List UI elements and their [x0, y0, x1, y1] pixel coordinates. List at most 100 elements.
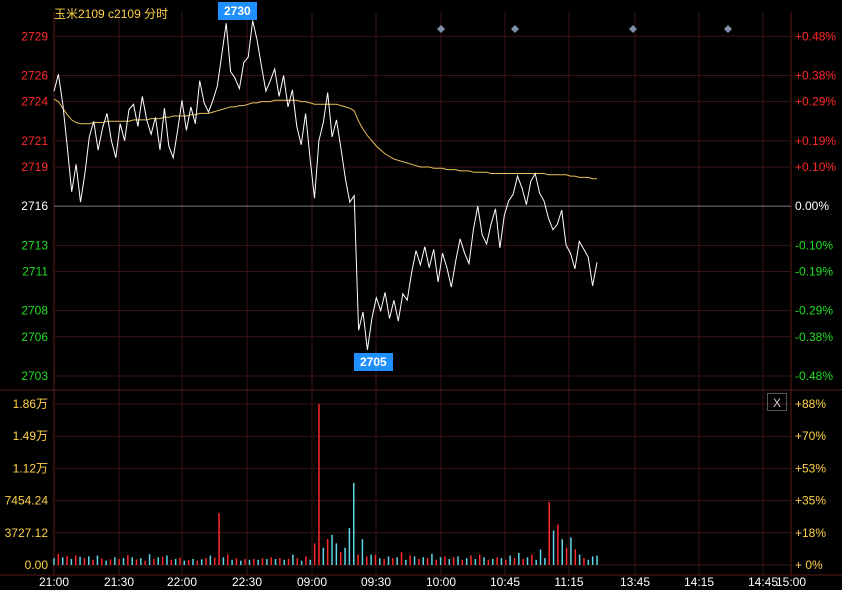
volume-bar: [105, 560, 107, 565]
price-line: [53, 20, 598, 350]
volume-bar: [109, 559, 112, 565]
volume-bar: [578, 554, 581, 565]
percent-tick-label: +0.38%: [795, 69, 836, 83]
volume-tick-label: 1.86万: [13, 397, 48, 411]
percent-tick-label: 0.00%: [795, 199, 829, 213]
volume-bar: [227, 554, 229, 565]
volume-percent-tick-label: +53%: [795, 461, 826, 475]
volume-bar: [213, 557, 216, 565]
volume-bar: [452, 557, 455, 565]
volume-bar: [248, 559, 251, 565]
volume-bar: [457, 556, 459, 565]
volume-bar: [596, 555, 598, 565]
volume-bar: [413, 556, 416, 565]
high-price-badge: 2730: [218, 2, 257, 20]
percent-tick-label: -0.48%: [795, 369, 833, 383]
time-tick-label: 21:30: [104, 575, 134, 589]
volume-tick-label: 3727.12: [5, 526, 49, 540]
volume-bar: [140, 558, 142, 565]
volume-bar: [591, 556, 594, 565]
time-tick-label: 21:00: [39, 575, 69, 589]
volume-bar: [157, 557, 160, 565]
volume-tick-label: 1.49万: [13, 429, 48, 443]
close-volume-panel-button[interactable]: X: [767, 393, 787, 411]
volume-bar: [274, 558, 277, 565]
volume-bar: [326, 539, 329, 565]
time-tick-label: 09:00: [297, 575, 327, 589]
volume-bar: [279, 558, 281, 565]
volume-bar: [383, 558, 385, 565]
volume-bar: [231, 559, 233, 565]
volume-bar: [96, 555, 99, 565]
percent-tick-label: +0.29%: [795, 95, 836, 109]
volume-bar: [209, 555, 212, 565]
volume-bar: [57, 553, 60, 565]
volume-bar: [92, 559, 94, 565]
volume-bar: [118, 558, 120, 565]
volume-bar: [300, 560, 303, 565]
volume-bar: [283, 559, 285, 565]
volume-bar: [522, 558, 524, 565]
volume-bar: [465, 558, 468, 565]
volume-bar: [587, 559, 590, 565]
time-tick-label: 14:15: [684, 575, 714, 589]
volume-bar: [161, 556, 164, 565]
volume-bar: [548, 501, 550, 565]
volume-bar: [131, 557, 133, 565]
volume-percent-tick-label: + 0%: [795, 558, 823, 572]
percent-tick-label: +0.19%: [795, 134, 836, 148]
volume-bar: [53, 558, 55, 565]
time-tick-label: 11:15: [554, 575, 583, 589]
volume-bar: [235, 558, 238, 565]
volume-bar: [526, 557, 529, 565]
volume-bar: [318, 404, 320, 565]
volume-bar: [61, 557, 64, 565]
volume-percent-tick-label: +88%: [795, 397, 826, 411]
volume-bar: [166, 555, 168, 565]
volume-bar: [478, 554, 481, 565]
volume-bar: [539, 549, 542, 565]
percent-tick-label: -0.38%: [795, 330, 833, 344]
percent-tick-label: +0.48%: [795, 29, 836, 43]
time-tick-label: 22:30: [232, 575, 262, 589]
volume-bar: [487, 559, 490, 565]
volume-bar: [357, 554, 359, 565]
volume-bar: [244, 558, 246, 565]
volume-bar: [505, 559, 507, 565]
volume-bar: [461, 559, 464, 565]
volume-bar: [70, 558, 73, 565]
session-marker-icon: [724, 25, 732, 33]
volume-bar: [366, 556, 368, 565]
volume-bar: [309, 559, 312, 565]
volume-bar: [196, 560, 199, 565]
time-tick-label: 13:45: [620, 575, 650, 589]
volume-bar: [544, 558, 546, 565]
volume-bar: [348, 527, 351, 565]
price-tick-label: 2729: [21, 29, 48, 43]
time-tick-label: 10:00: [426, 575, 456, 589]
time-tick-label: 14:45: [748, 575, 778, 589]
price-tick-label: 2716: [21, 199, 48, 213]
volume-tick-label: 1.12万: [13, 461, 48, 475]
volume-bar: [88, 556, 90, 565]
volume-bar: [396, 557, 398, 565]
volume-bar: [370, 554, 372, 565]
volume-bar: [518, 552, 520, 565]
volume-bar: [379, 558, 381, 565]
percent-tick-label: +0.10%: [795, 160, 836, 174]
volume-bar: [79, 556, 81, 565]
volume-bar: [352, 482, 355, 565]
volume-bar: [296, 558, 299, 565]
volume-bar: [240, 560, 242, 565]
time-tick-label: 22:00: [167, 575, 197, 589]
volume-bar: [474, 558, 477, 565]
percent-tick-label: -0.29%: [795, 304, 833, 318]
volume-bar: [561, 539, 563, 565]
price-tick-label: 2711: [22, 264, 48, 278]
price-tick-label: 2713: [21, 238, 48, 252]
volume-bar: [192, 558, 194, 565]
volume-bar: [222, 557, 225, 565]
volume-bar: [135, 559, 138, 565]
volume-bar: [470, 555, 472, 565]
